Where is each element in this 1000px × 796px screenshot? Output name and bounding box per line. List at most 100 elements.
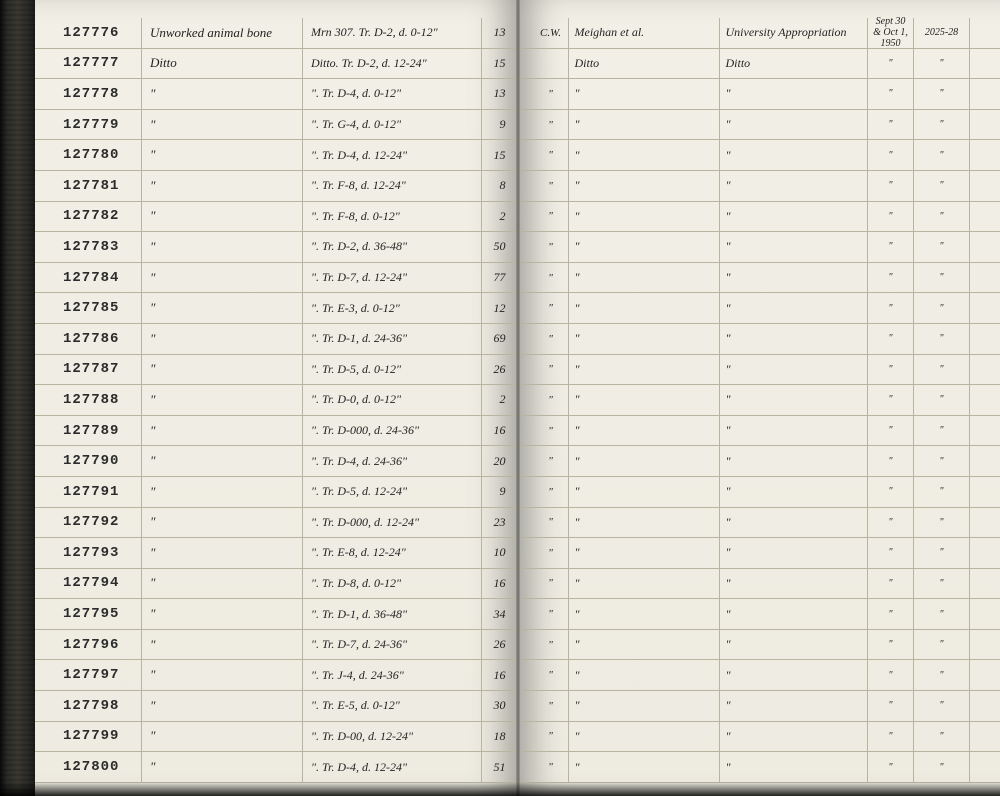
funding-source: " [720, 576, 868, 591]
description: " [142, 514, 302, 530]
reference-number: " [914, 180, 969, 191]
quantity: 10 [482, 545, 516, 560]
collector-initials: " [534, 180, 568, 192]
description: " [142, 575, 302, 591]
ledger-row: """"" [520, 263, 1000, 294]
catalog-number: 127788 [63, 392, 141, 408]
book-binding-edge [0, 0, 35, 796]
location: ". Tr. D-7, d. 24-36" [303, 637, 481, 652]
description: " [142, 270, 302, 286]
collector-name: " [569, 239, 719, 254]
reference-number: " [914, 639, 969, 650]
funding-source: " [720, 178, 868, 193]
funding-source: Ditto [720, 56, 868, 71]
quantity: 50 [482, 239, 516, 254]
quantity: 51 [482, 760, 516, 775]
funding-source: " [720, 668, 868, 683]
reference-number: " [914, 425, 969, 436]
date: " [868, 303, 913, 314]
collector-name: " [569, 392, 719, 407]
funding-source: " [720, 484, 868, 499]
ledger-row: 127782"". Tr. F-8, d. 0-12"2 [35, 202, 516, 233]
quantity: 15 [482, 148, 516, 163]
reference-number: " [914, 547, 969, 558]
ledger-row: 127793"". Tr. E-8, d. 12-24"10 [35, 538, 516, 569]
description: " [142, 759, 302, 775]
funding-source: " [720, 117, 868, 132]
location: ". Tr. F-8, d. 12-24" [303, 178, 481, 193]
description: " [142, 667, 302, 683]
location: ". Tr. D-2, d. 36-48" [303, 239, 481, 254]
date: " [868, 364, 913, 375]
catalog-number: 127785 [63, 300, 141, 316]
funding-source: " [720, 301, 868, 316]
ledger-row: 127784"". Tr. D-7, d. 12-24"77 [35, 263, 516, 294]
ledger-row: 127776Unworked animal boneMrn 307. Tr. D… [35, 18, 516, 49]
catalog-number: 127790 [63, 453, 141, 469]
ledger-row: 127797"". Tr. J-4, d. 24-36"16 [35, 660, 516, 691]
funding-source: " [720, 270, 868, 285]
ledger-row: 127786"". Tr. D-1, d. 24-36"69 [35, 324, 516, 355]
funding-source: " [720, 331, 868, 346]
ledger-row: 127792"". Tr. D-000, d. 12-24"23 [35, 508, 516, 539]
collector-initials: " [534, 486, 568, 498]
quantity: 16 [482, 668, 516, 683]
date: " [868, 272, 913, 283]
catalog-number: 127782 [63, 208, 141, 224]
ledger-row: 127779"". Tr. G-4, d. 0-12"9 [35, 110, 516, 141]
ledger-row: """"" [520, 569, 1000, 600]
catalog-number: 127781 [63, 178, 141, 194]
collector-name: " [569, 117, 719, 132]
catalog-number: 127796 [63, 637, 141, 653]
reference-number: " [914, 119, 969, 130]
quantity: 30 [482, 698, 516, 713]
ledger-row: """"" [520, 110, 1000, 141]
description: " [142, 117, 302, 133]
date: " [868, 58, 913, 69]
right-page: C.W.Meighan et al.University Appropriati… [520, 0, 1000, 796]
reference-number: " [914, 88, 969, 99]
date: " [868, 578, 913, 589]
location: ". Tr. E-8, d. 12-24" [303, 545, 481, 560]
location: ". Tr. D-4, d. 12-24" [303, 148, 481, 163]
description: " [142, 545, 302, 561]
catalog-number: 127793 [63, 545, 141, 561]
description: " [142, 637, 302, 653]
description: " [142, 147, 302, 163]
description: " [142, 239, 302, 255]
collector-name: " [569, 484, 719, 499]
catalog-number: 127780 [63, 147, 141, 163]
collector-name: " [569, 668, 719, 683]
description: " [142, 453, 302, 469]
reference-number: " [914, 150, 969, 161]
location: Mrn 307. Tr. D-2, d. 0-12" [303, 25, 481, 40]
quantity: 16 [482, 423, 516, 438]
ledger-row: 127795"". Tr. D-1, d. 36-48"34 [35, 599, 516, 630]
location: Ditto. Tr. D-2, d. 12-24" [303, 56, 481, 71]
location: ". Tr. E-5, d. 0-12" [303, 698, 481, 713]
catalog-number: 127789 [63, 423, 141, 439]
location: ". Tr. D-1, d. 24-36" [303, 331, 481, 346]
collector-name: " [569, 515, 719, 530]
date: " [868, 762, 913, 773]
collector-name: Meighan et al. [569, 25, 719, 40]
description: " [142, 423, 302, 439]
quantity: 69 [482, 331, 516, 346]
funding-source: " [720, 698, 868, 713]
date: " [868, 547, 913, 558]
description: Unworked animal bone [142, 25, 302, 41]
location: ". Tr. G-4, d. 0-12" [303, 117, 481, 132]
ledger-row: 127790"". Tr. D-4, d. 24-36"20 [35, 446, 516, 477]
funding-source: " [720, 607, 868, 622]
funding-source: " [720, 454, 868, 469]
quantity: 12 [482, 301, 516, 316]
catalog-number: 127786 [63, 331, 141, 347]
collector-initials: " [534, 425, 568, 437]
catalog-number: 127797 [63, 667, 141, 683]
quantity: 2 [482, 209, 516, 224]
date: " [868, 670, 913, 681]
reference-number: 2025-28 [914, 27, 969, 38]
ledger-row: 127794"". Tr. D-8, d. 0-12"16 [35, 569, 516, 600]
collector-initials: " [534, 333, 568, 345]
quantity: 9 [482, 484, 516, 499]
